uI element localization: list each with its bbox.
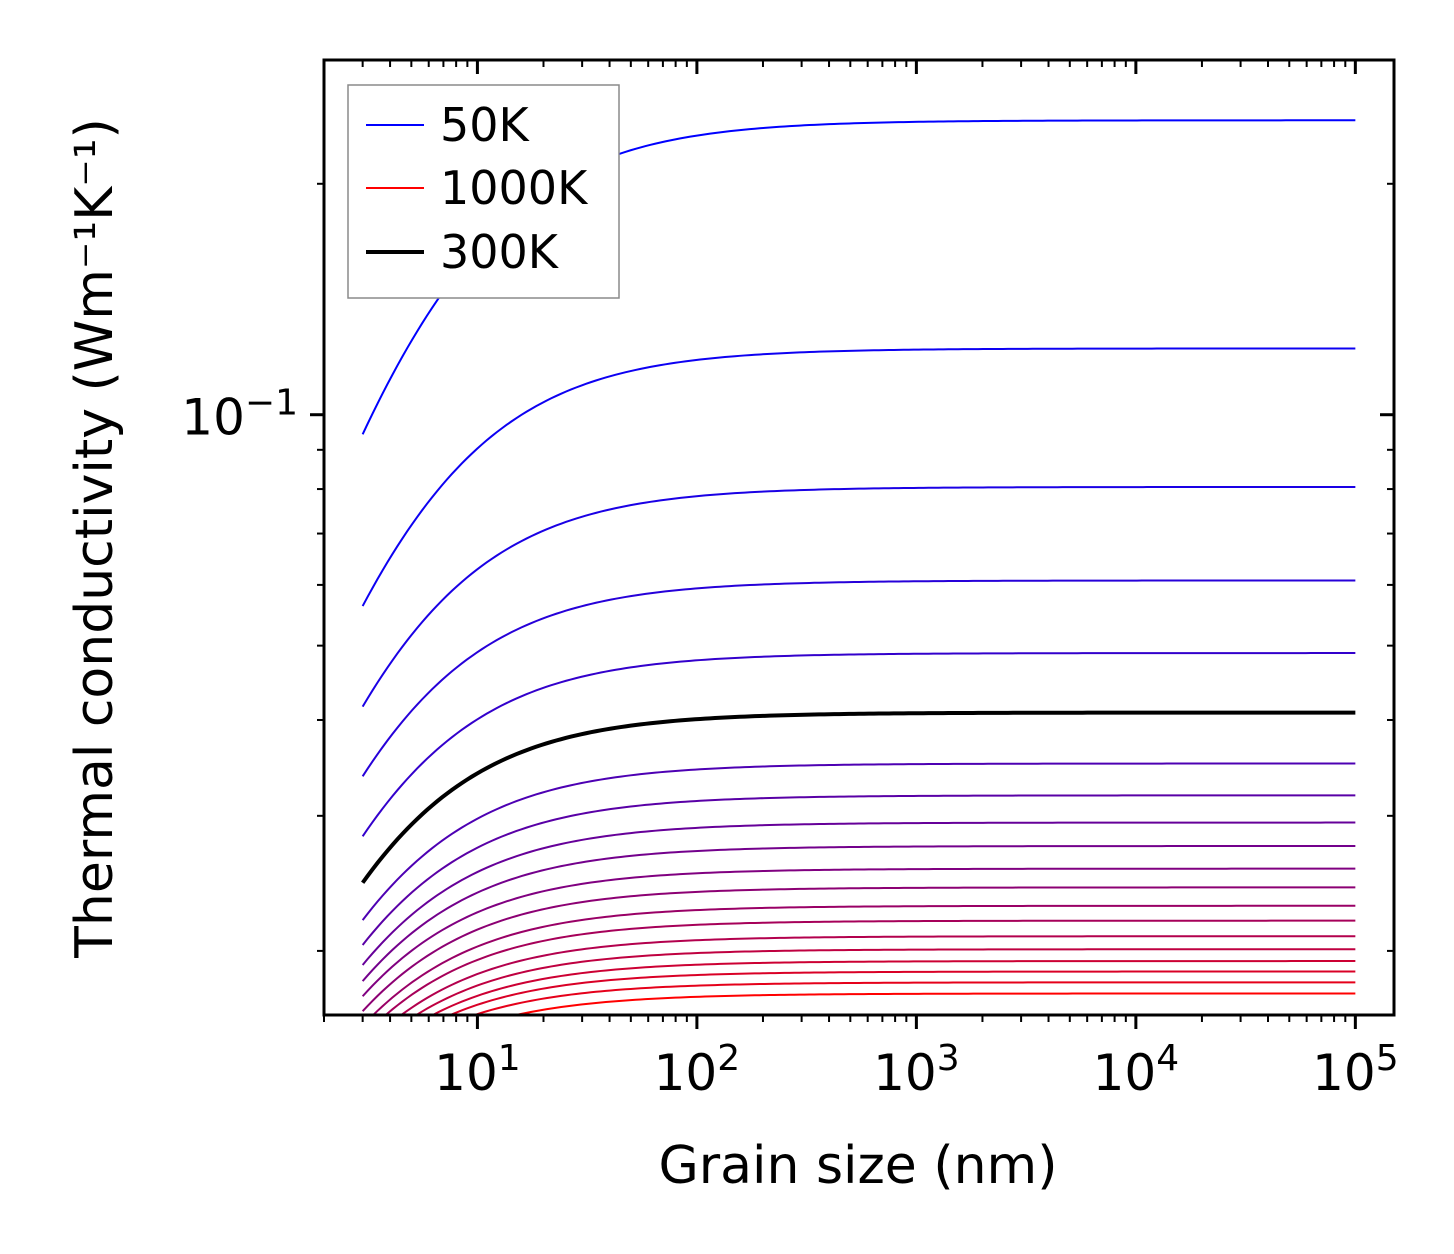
legend-label-1000k: 1000K: [440, 161, 589, 215]
series-line-450k: [361, 821, 1356, 966]
series-line-900k: [447, 970, 1356, 1015]
series-line-150k: [361, 485, 1356, 708]
y-tick-label: 10−1: [181, 383, 298, 447]
series-line-600k: [361, 886, 1356, 1012]
series-line-350k: [361, 762, 1356, 921]
series-line-750k: [399, 935, 1356, 1015]
x-axis-label: Grain size (nm): [658, 1136, 1057, 1196]
series-line-650k: [371, 904, 1356, 1015]
series-line-950k: [471, 981, 1356, 1015]
series-line-250k: [361, 652, 1356, 837]
x-tick-label: 101: [434, 1038, 521, 1102]
legend: 50K 1000K 300K: [347, 84, 620, 299]
series-line-300k: [361, 710, 1356, 884]
x-tick-label: 103: [873, 1038, 960, 1102]
x-tick-label: 102: [654, 1038, 741, 1102]
series-line-1000k: [511, 992, 1356, 1015]
series-lines: [361, 119, 1356, 1015]
x-tick-label: 105: [1312, 1038, 1399, 1102]
series-line-200k: [361, 579, 1356, 777]
plot-frame: [322, 58, 1396, 1017]
series-line-850k: [430, 960, 1356, 1015]
series-line-700k: [384, 919, 1356, 1015]
series-line-500k: [361, 845, 1356, 982]
legend-label-50k: 50K: [440, 98, 531, 152]
series-line-800k: [414, 948, 1356, 1015]
series-line-550k: [361, 867, 1356, 997]
tick-labels: 101 102 103 104 105 10−1: [181, 383, 1398, 1102]
x-tick-label: 104: [1093, 1038, 1180, 1102]
legend-label-300k: 300K: [440, 225, 560, 279]
series-line-400k: [361, 794, 1356, 946]
series-line-100k: [361, 347, 1356, 607]
legend-box: [347, 84, 620, 299]
y-axis-label: Thermal conductivity (Wm⁻¹K⁻¹): [65, 118, 125, 959]
